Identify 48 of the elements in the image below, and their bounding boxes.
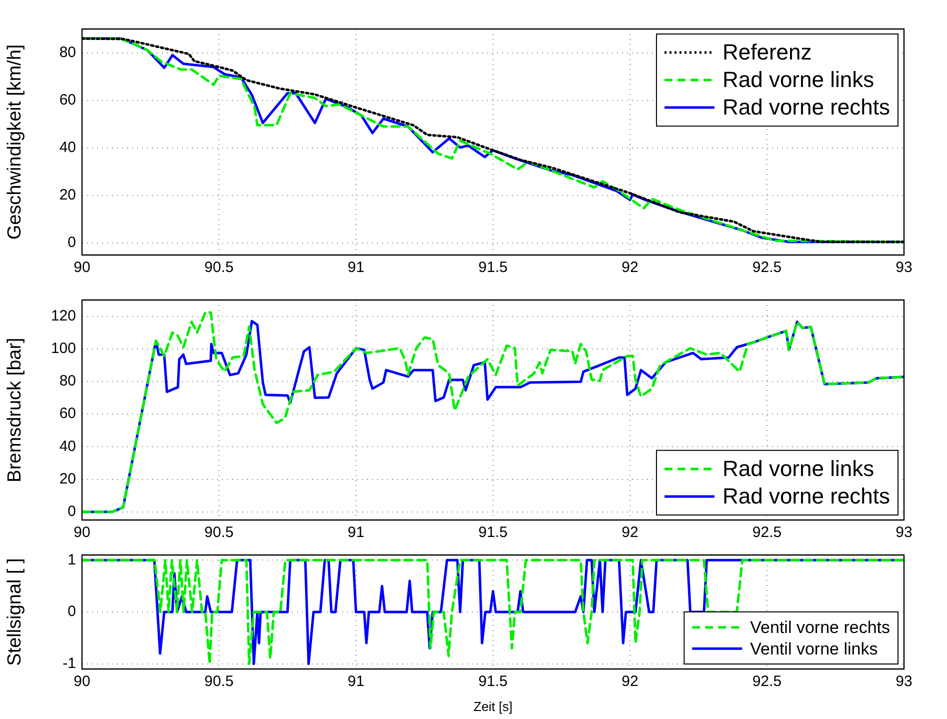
legend-label: Rad vorne rechts (722, 484, 890, 509)
y-tick-label: 0 (68, 603, 76, 620)
y-tick-label: 100 (50, 340, 76, 358)
y-axis-title: Stellsignal [ ] (4, 558, 26, 666)
x-tick-label: 92 (622, 673, 638, 690)
y-axis-title: Geschwindigkeit [km/h] (4, 44, 26, 240)
y-tick-label: 0 (68, 234, 76, 252)
y-tick-label: 60 (59, 405, 76, 422)
y-tick-label: 40 (59, 139, 76, 156)
x-tick-label: 90.5 (204, 259, 234, 276)
y-tick-label: 20 (59, 470, 76, 488)
y-tick-label: 120 (50, 307, 76, 324)
y-tick-label: 20 (59, 186, 76, 204)
x-tick-label: 91.5 (478, 259, 508, 276)
x-tick-label: 90 (74, 259, 90, 276)
x-tick-label: 91.5 (478, 524, 508, 542)
x-tick-label: 92 (622, 524, 638, 542)
x-tick-label: 91.5 (478, 673, 508, 690)
x-tick-label: 93 (896, 259, 912, 276)
legend-label: Rad vorne rechts (722, 94, 890, 120)
y-tick-label: 1 (68, 551, 76, 568)
legend-label: Referenz (722, 40, 812, 65)
x-tick-label: 93 (896, 673, 912, 690)
x-tick-label: 91 (348, 524, 364, 542)
y-tick-label: 60 (59, 92, 76, 109)
x-tick-label: 90.5 (204, 524, 234, 542)
legend-label: Rad vorne links (722, 456, 874, 482)
x-tick-label: 91 (348, 673, 364, 690)
x-tick-label: 90 (74, 673, 90, 690)
x-tick-label: 92.5 (752, 524, 782, 542)
legend-label: Ventil vorne links (750, 639, 878, 658)
x-tick-label: 92.5 (752, 673, 782, 690)
y-axis-title: Bremsdruck [bar] (4, 338, 26, 482)
legend-label: Ventil vorne rechts (750, 618, 890, 638)
x-tick-label: 90.5 (204, 673, 234, 690)
x-axis-title: Zeit [s] (473, 698, 513, 714)
y-tick-label: 0 (68, 502, 76, 520)
legend-label: Rad vorne links (722, 67, 874, 92)
x-tick-label: 93 (896, 524, 912, 542)
y-tick-label: -1 (62, 654, 76, 672)
x-tick-label: 90 (74, 524, 90, 542)
y-tick-label: 80 (59, 44, 76, 61)
line-series (82, 558, 904, 666)
y-tick-label: 80 (59, 372, 76, 390)
x-tick-label: 92 (622, 259, 638, 276)
y-tick-label: 40 (59, 438, 76, 455)
x-tick-label: 91 (348, 259, 364, 276)
x-tick-label: 92.5 (752, 259, 782, 276)
